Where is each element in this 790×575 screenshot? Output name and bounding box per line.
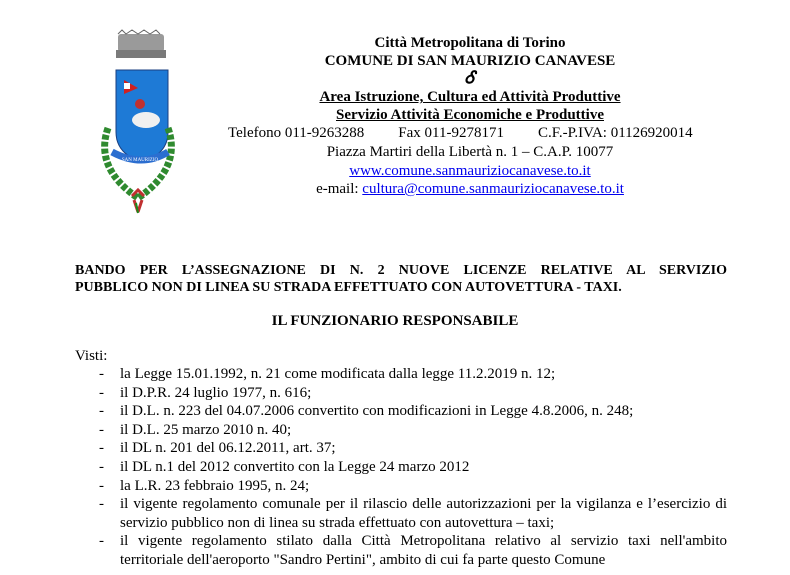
email-label: e-mail: bbox=[316, 181, 363, 197]
header-area: Area Istruzione, Cultura ed Attività Pro… bbox=[319, 89, 621, 105]
logo-ribbon-text: SAN MAURIZIO bbox=[122, 158, 159, 163]
header-servizio: Servizio Attività Economiche e Produttiv… bbox=[335, 107, 604, 123]
list-item: - il DL n. 201 del 06.12.2011, art. 37; bbox=[99, 440, 336, 457]
fax: Fax 011-9278171 bbox=[398, 125, 504, 141]
visti-label: Visti: bbox=[75, 348, 108, 364]
list-item: - il D.L. 25 marzo 2010 n. 40; bbox=[99, 421, 292, 438]
codice-fiscale: C.F.-P.IVA: 01126920014 bbox=[538, 125, 693, 141]
website-link[interactable]: www.comune.sanmauriziocanavese.to.it bbox=[349, 163, 591, 179]
list-item: - il vigente regolamento comunale per il … bbox=[99, 496, 727, 531]
email-link[interactable]: cultura@comune.sanmauriziocanavese.to.it bbox=[362, 181, 624, 197]
document-heading-line2: PUBBLICO NON DI LINEA SU STRADA EFFETTUA… bbox=[75, 280, 622, 295]
list-item: - la Legge 15.01.1992, n. 21 come modific… bbox=[99, 366, 556, 382]
list-item: - il DL n.1 del 2012 convertito con la Le… bbox=[99, 458, 470, 475]
header-contacts: Telefono 011-9263288 Fax 011-9278171 C.F.-… bbox=[228, 125, 693, 142]
list-item: - il vigente regolamento stilato dalla Ci… bbox=[99, 533, 727, 568]
telefono: Telefono 011-9263288 bbox=[228, 125, 365, 141]
coat-of-arms-logo: SAN MAURIZIO bbox=[101, 29, 175, 214]
header-line1: Città Metropolitana di Torino bbox=[374, 35, 566, 51]
document-heading-line1: BANDO PER L’ASSEGNAZIONE DI N. 2 NUOVE L… bbox=[75, 263, 727, 278]
list-item: - la L.R. 23 febbraio 1995, n. 24; bbox=[99, 477, 310, 494]
list-item: - il D.P.R. 24 luglio 1977, n. 616; bbox=[99, 384, 312, 401]
header-address: Piazza Martiri della Libertà n. 1 – C.A.… bbox=[326, 144, 614, 160]
header-symbol: Ꮄ bbox=[464, 68, 476, 87]
header-line2: COMUNE DI SAN MAURIZIO CANAVESE bbox=[324, 53, 616, 69]
visti-list: - la Legge 15.01.1992, n. 21 come modific… bbox=[95, 365, 727, 570]
list-item: - il D.L. n. 223 del 04.07.2006 convertit… bbox=[99, 403, 634, 420]
document-title: IL FUNZIONARIO RESPONSABILE bbox=[271, 313, 519, 329]
